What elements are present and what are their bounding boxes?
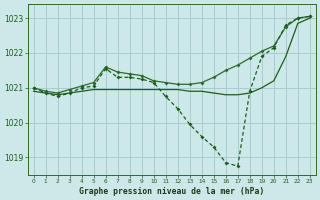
X-axis label: Graphe pression niveau de la mer (hPa): Graphe pression niveau de la mer (hPa)	[79, 187, 264, 196]
